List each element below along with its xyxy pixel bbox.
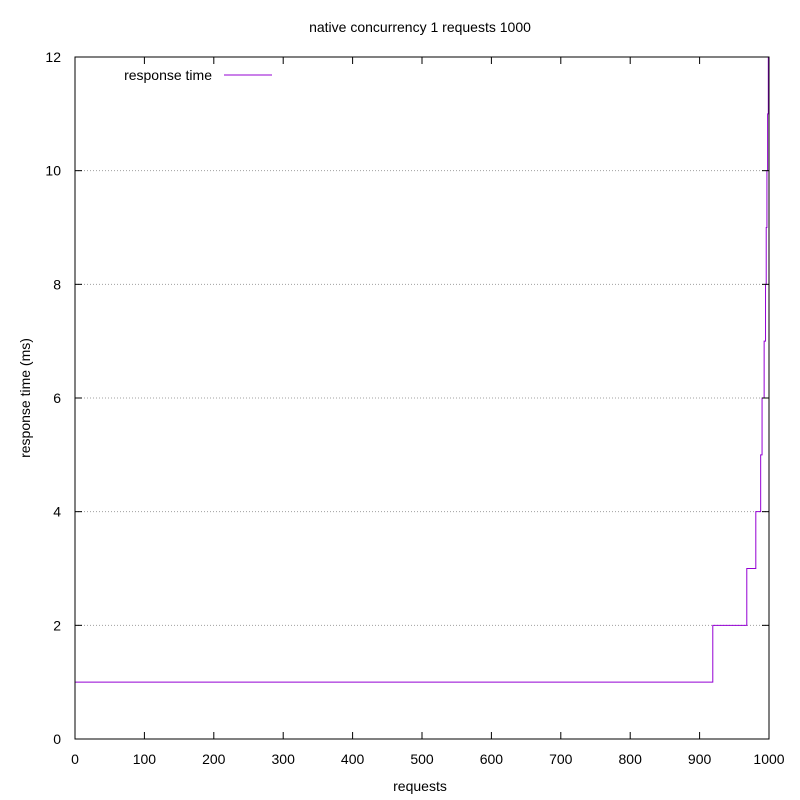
y-axis-label: response time (ms): [17, 338, 33, 458]
y-tick-label: 10: [45, 163, 61, 179]
y-tick-label: 2: [53, 617, 61, 633]
legend-label: response time: [124, 67, 212, 83]
y-tick-label: 8: [53, 276, 61, 292]
x-tick-label: 500: [410, 751, 434, 767]
y-tick-label: 12: [45, 49, 61, 65]
x-tick-label: 800: [619, 751, 643, 767]
y-tick-label: 6: [53, 390, 61, 406]
x-tick-label: 100: [133, 751, 157, 767]
x-tick-label: 300: [272, 751, 296, 767]
y-tick-label: 4: [53, 504, 61, 520]
x-tick-label: 900: [688, 751, 712, 767]
x-tick-label: 200: [202, 751, 226, 767]
x-tick-label: 400: [341, 751, 365, 767]
x-tick-label: 600: [480, 751, 504, 767]
x-tick-label: 0: [71, 751, 79, 767]
y-tick-label: 0: [53, 731, 61, 747]
series-layer: [75, 56, 769, 683]
series-line: [75, 56, 769, 683]
chart-title: native concurrency 1 requests 1000: [309, 19, 531, 35]
ticks: 0 2 4 6 8 10 12 0 100 200 300 400 500 600 700 800 900 100…: [45, 49, 784, 767]
x-tick-label: 700: [549, 751, 573, 767]
x-axis-label: requests: [393, 778, 447, 794]
legend: response time: [124, 67, 272, 83]
x-tick-label: 1000: [753, 751, 784, 767]
